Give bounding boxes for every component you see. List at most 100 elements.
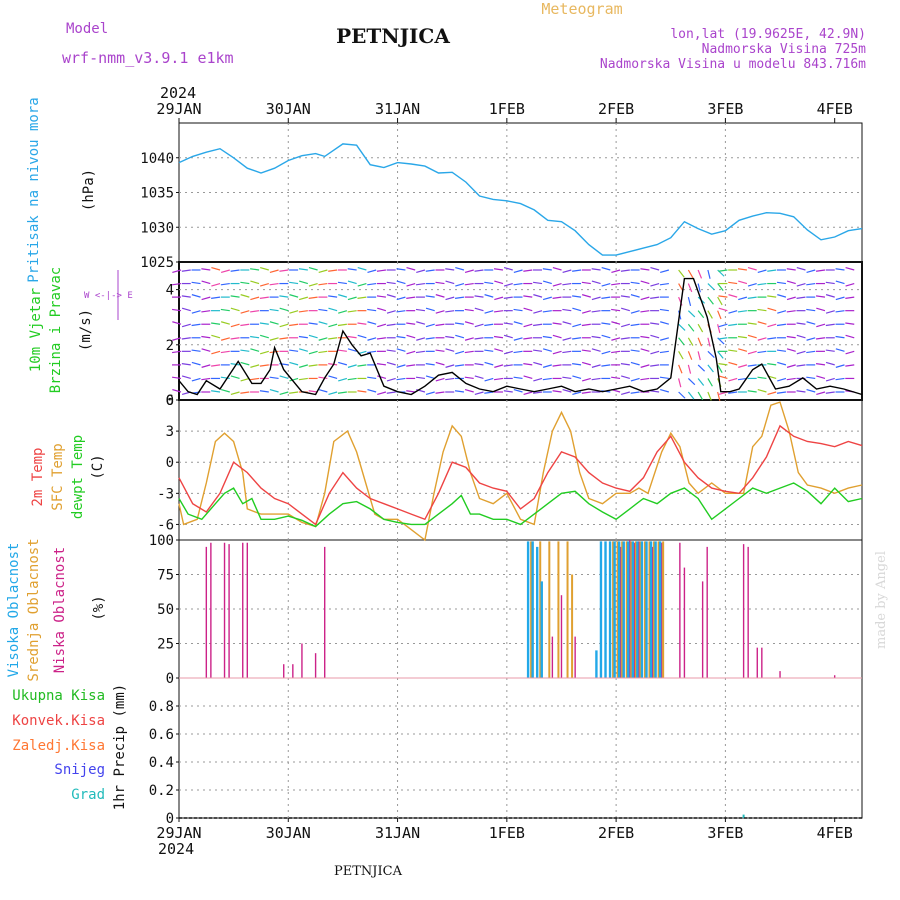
wind-arrow	[697, 269, 703, 279]
wind-arrow	[386, 377, 396, 382]
credit: made by Angel	[874, 551, 889, 649]
wind-arrow	[240, 281, 250, 285]
wind-arrow	[240, 391, 250, 394]
wind-arrow	[386, 310, 396, 314]
wind-arrow	[493, 268, 504, 271]
wind-arrow	[455, 282, 465, 287]
wind-arrow	[611, 337, 621, 341]
wind-arrow	[786, 268, 796, 271]
wind-arrow	[621, 307, 630, 312]
wind-arrow	[357, 266, 367, 271]
wind-arrow	[494, 296, 504, 301]
wind-arrow	[717, 324, 721, 334]
wind-arrow	[308, 334, 318, 339]
wind-arrow	[552, 390, 562, 393]
wind-arrow	[230, 363, 240, 366]
wind-arrow	[678, 337, 685, 346]
gridlines	[179, 123, 862, 818]
wind-arrow	[416, 337, 426, 341]
wind-arrow	[630, 294, 640, 298]
wind-arrow	[542, 348, 552, 352]
wind-arrow	[581, 391, 591, 394]
wind-arrow	[172, 321, 182, 325]
wind-arrow	[191, 281, 201, 285]
wind-arrow	[757, 350, 767, 354]
wind-arrow	[659, 282, 669, 286]
wind-arrow	[815, 337, 826, 340]
wind-arrow	[659, 308, 669, 312]
wind-arrow	[620, 337, 630, 340]
wind-arrow	[377, 391, 387, 396]
wind-arrow	[318, 350, 328, 354]
wind-arrow	[299, 280, 309, 285]
wind-arrow	[601, 350, 611, 355]
wind-arrow	[777, 377, 787, 382]
wind-arrow	[415, 350, 426, 354]
wind-arrow	[707, 364, 714, 373]
wind-arrow	[697, 364, 706, 372]
wind-arrow	[650, 364, 660, 367]
wind-arrow	[259, 266, 269, 271]
wind-arrow	[513, 337, 523, 341]
date-label-bottom: 29JAN	[156, 824, 201, 842]
wind-arrow	[308, 350, 318, 355]
wind-arrow	[697, 310, 705, 319]
wind-arrow	[650, 322, 660, 325]
wind-arrow	[542, 296, 552, 301]
wind-arrow	[367, 308, 377, 312]
wind-arrow	[445, 280, 455, 285]
wind-arrow	[835, 348, 845, 352]
y-axes: 1025103010351040024-6-3036025507510000.2…	[140, 151, 179, 827]
wind-arrow	[250, 377, 260, 381]
wind-arrow	[181, 269, 191, 272]
wind-arrow	[757, 269, 767, 274]
wind-arrow	[474, 323, 484, 328]
wind-arrow	[328, 375, 338, 380]
wind-arrow	[289, 294, 299, 298]
wind-arrow	[562, 321, 572, 325]
wind-arrow	[640, 268, 650, 271]
wind-arrow	[503, 390, 513, 393]
wind-arrow	[474, 307, 484, 312]
wind-arrow	[757, 321, 767, 325]
wind-arrow	[717, 350, 724, 359]
wind-arrow	[845, 282, 855, 287]
wind-arrow	[767, 307, 777, 312]
legend-ukupna: Ukupna Kisa	[12, 688, 105, 704]
ytick-label-2: -6	[157, 517, 174, 533]
wind-arrow	[415, 282, 426, 286]
wind-arrow	[172, 269, 182, 274]
ytick-label-3: 0	[166, 671, 174, 687]
ylabel-2-0: 2m Temp	[30, 447, 46, 506]
date-label-top: 4FEB	[817, 100, 853, 118]
ytick-label-4: 0.2	[149, 783, 174, 799]
wind-arrow	[259, 334, 269, 339]
ytick-label-0: 1030	[140, 220, 174, 236]
wind-arrow	[250, 310, 260, 313]
wind-arrow	[707, 296, 714, 305]
wind-arrow	[747, 266, 757, 271]
wind-arrow	[454, 364, 465, 367]
wind-arrow	[611, 308, 621, 312]
wind-arrow	[581, 310, 591, 314]
wind-arrow	[786, 364, 796, 368]
wind-arrow	[523, 323, 533, 328]
wind-arrow	[650, 350, 660, 355]
wind-arrow	[660, 269, 670, 274]
panel-frame-4	[178, 677, 863, 819]
wind-arrow	[767, 337, 777, 340]
wind-arrow	[533, 281, 543, 285]
wind-arrow	[376, 295, 386, 298]
wind-arrow	[591, 335, 601, 339]
wind-arrow	[201, 296, 211, 301]
wind-arrow	[201, 310, 211, 313]
wind-arrow	[308, 364, 318, 367]
wind-arrow	[298, 377, 308, 381]
wind-arrow	[630, 281, 640, 285]
wind-arrow	[220, 308, 230, 312]
ytick-label-4: 0	[166, 811, 174, 827]
wind-arrow	[825, 377, 835, 382]
wind-arrow	[279, 375, 289, 380]
wind-arrow	[318, 337, 328, 341]
wind-arrow	[416, 269, 426, 274]
